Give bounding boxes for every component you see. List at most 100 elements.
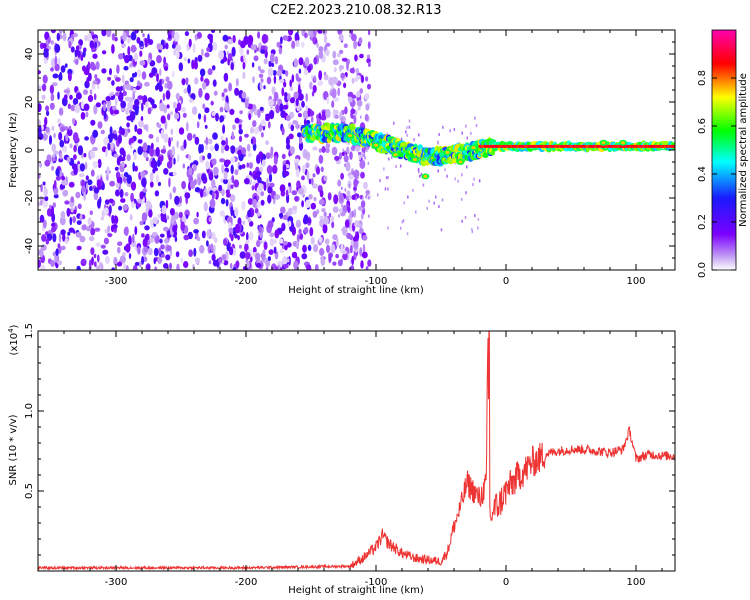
heatmap-cell <box>96 179 101 188</box>
heatmap-cell <box>247 209 252 218</box>
heatmap-cell <box>52 202 56 208</box>
heatmap-cell <box>310 177 314 186</box>
heatmap-cell <box>309 227 314 237</box>
heatmap-cell <box>124 226 129 236</box>
heatmap-cell <box>269 182 275 188</box>
heatmap-cell <box>266 76 272 85</box>
heatmap-cell <box>304 56 310 66</box>
heatmap-cell <box>73 32 78 38</box>
heatmap-cell <box>232 35 236 43</box>
heatmap-cell <box>237 234 240 241</box>
heatmap-cell <box>95 265 101 270</box>
heatmap-cell <box>166 80 173 90</box>
heatmap-cell <box>259 166 263 173</box>
heatmap-cell <box>435 195 437 199</box>
heatmap-cell <box>291 74 295 83</box>
heatmap-cell <box>351 210 354 218</box>
heatmap-cell <box>257 31 261 39</box>
heatmap-cell <box>374 143 378 147</box>
heatmap-cell <box>211 111 216 116</box>
heatmap-cell <box>194 257 201 264</box>
heatmap-cell <box>238 165 243 170</box>
heatmap-cell <box>186 43 190 52</box>
heatmap-cell <box>359 247 363 257</box>
heatmap-cell <box>43 187 48 197</box>
heatmap-cell <box>242 220 246 225</box>
heatmap-cell <box>267 256 271 261</box>
heatmap-cell <box>360 171 365 179</box>
heatmap-cell <box>223 238 227 246</box>
heatmap-cell <box>71 68 75 76</box>
heatmap-cell <box>67 103 71 110</box>
heatmap-cell <box>210 100 214 106</box>
heatmap-cell <box>76 220 82 226</box>
heatmap-cell <box>88 259 92 269</box>
heatmap-cell <box>133 151 137 161</box>
heatmap-cell <box>160 253 165 258</box>
heatmap-cell <box>81 185 87 195</box>
heatmap-cell <box>323 216 330 225</box>
heatmap-cell <box>83 89 88 95</box>
heatmap-cell <box>338 208 343 214</box>
heatmap-cell <box>258 225 262 233</box>
heatmap-cell <box>238 244 242 249</box>
heatmap-cell <box>97 121 103 129</box>
heatmap-cell <box>474 214 476 217</box>
heatmap-cell <box>38 119 41 128</box>
heatmap-cell <box>90 119 96 126</box>
heatmap-cell <box>289 97 295 104</box>
colorbar-tick-label: 0.2 <box>697 214 708 230</box>
heatmap-cell <box>252 76 255 84</box>
heatmap-cell <box>101 50 107 55</box>
heatmap-cell <box>263 58 268 65</box>
heatmap-cell <box>87 61 91 71</box>
heatmap-cell <box>253 55 259 62</box>
heatmap-cell <box>212 132 218 140</box>
heatmap-cell <box>330 215 335 222</box>
heatmap-cell <box>332 234 338 241</box>
heatmap-cell <box>147 264 150 270</box>
heatmap-cell <box>350 30 353 35</box>
heatmap-cell <box>204 124 208 129</box>
heatmap-cell <box>52 157 56 162</box>
heatmap-cell <box>305 93 309 102</box>
heatmap-cell <box>132 233 135 244</box>
heatmap-cell <box>271 62 275 67</box>
heatmap-cell <box>126 115 133 121</box>
heatmap-cell <box>112 105 117 111</box>
heatmap-cell <box>234 207 239 217</box>
heatmap-cell <box>251 185 255 191</box>
heatmap-cell <box>358 230 360 234</box>
heatmap-cell <box>101 68 107 74</box>
snr-scale-exponent: 4 <box>7 328 15 333</box>
heatmap-cell <box>230 145 236 154</box>
heatmap-cell <box>201 173 207 182</box>
heatmap-cell <box>103 237 109 245</box>
heatmap-cell <box>269 53 275 63</box>
heatmap-cell <box>90 169 95 177</box>
heatmap-cell <box>134 52 138 63</box>
heatmap-cell <box>331 221 335 229</box>
heatmap-cell <box>353 208 357 218</box>
heatmap-cell <box>221 188 225 197</box>
heatmap-cell <box>184 31 189 37</box>
heatmap-cell <box>75 59 79 65</box>
heatmap-cell <box>60 126 66 132</box>
heatmap-cell <box>349 211 352 219</box>
heatmap-cell <box>330 244 336 254</box>
heatmap-cell <box>247 218 251 223</box>
heatmap-cell <box>165 90 171 100</box>
heatmap-cell <box>68 181 75 188</box>
heatmap-cell <box>93 93 97 101</box>
heatmap-cell <box>247 152 252 158</box>
heatmap-cell <box>226 243 231 252</box>
heatmap-cell <box>157 159 161 167</box>
heatmap-cell <box>224 101 228 111</box>
heatmap-cell <box>444 168 446 172</box>
heatmap-cell <box>93 253 97 259</box>
heatmap-cell <box>269 238 275 247</box>
heatmap-cell <box>322 223 328 234</box>
heatmap-cell <box>291 190 298 196</box>
heatmap-cell <box>406 126 408 129</box>
heatmap-cell <box>357 106 361 111</box>
